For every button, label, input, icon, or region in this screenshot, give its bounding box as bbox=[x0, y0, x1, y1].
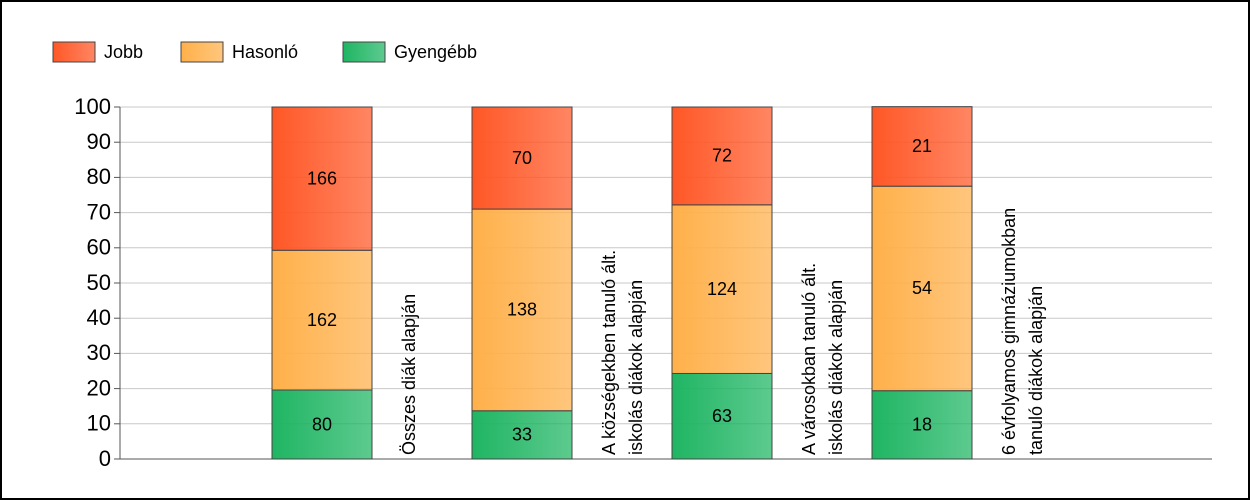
legend-label: Hasonló bbox=[232, 42, 298, 62]
bar-segment bbox=[871, 185, 973, 392]
legend-label: Jobb bbox=[104, 42, 143, 62]
legend-label: Gyengébb bbox=[394, 42, 477, 62]
y-tick-label: 80 bbox=[87, 164, 111, 189]
y-tick-label: 100 bbox=[74, 94, 111, 119]
data-label: 166 bbox=[307, 168, 337, 188]
bar-segment bbox=[271, 249, 373, 391]
bar-segment bbox=[671, 372, 773, 460]
x-category-label: A községekben tanuló ált. bbox=[599, 250, 619, 455]
legend-swatch bbox=[342, 41, 386, 63]
y-tick-label: 60 bbox=[87, 235, 111, 260]
bar-segment bbox=[671, 106, 773, 206]
y-tick-label: 40 bbox=[87, 305, 111, 330]
x-category-label: Összes diák alapján bbox=[399, 294, 419, 455]
bar-segment bbox=[871, 106, 973, 187]
bar-segment bbox=[471, 410, 573, 460]
y-tick-label: 20 bbox=[87, 375, 111, 400]
x-category-label: iskolás diákok alapján bbox=[626, 280, 646, 455]
y-tick-label: 90 bbox=[87, 129, 111, 154]
data-label: 72 bbox=[712, 146, 732, 166]
data-label: 18 bbox=[912, 415, 932, 435]
data-label: 54 bbox=[912, 278, 932, 298]
data-label: 124 bbox=[707, 279, 737, 299]
y-tick-label: 0 bbox=[99, 446, 111, 471]
bar-segment bbox=[271, 389, 373, 460]
data-label: 63 bbox=[712, 406, 732, 426]
bar-segment bbox=[271, 106, 373, 251]
bar-segment bbox=[671, 204, 773, 374]
x-category-label: A városokban tanuló ált. bbox=[799, 263, 819, 455]
y-tick-label: 70 bbox=[87, 199, 111, 224]
data-label: 33 bbox=[512, 425, 532, 445]
legend-swatch bbox=[52, 41, 96, 63]
y-tick-label: 10 bbox=[87, 411, 111, 436]
bar-segment bbox=[471, 208, 573, 412]
legend-swatch bbox=[180, 41, 224, 63]
data-label: 21 bbox=[912, 136, 932, 156]
x-category-label: 6 évfolyamos gimnáziumokban bbox=[999, 208, 1019, 455]
x-category-label: tanuló diákok alapján bbox=[1026, 286, 1046, 455]
data-label: 70 bbox=[512, 148, 532, 168]
x-category-label: iskolás diákok alapján bbox=[826, 280, 846, 455]
data-label: 80 bbox=[312, 414, 332, 434]
bar-segment bbox=[471, 106, 573, 210]
data-label: 138 bbox=[507, 300, 537, 320]
y-tick-label: 30 bbox=[87, 340, 111, 365]
data-label: 162 bbox=[307, 310, 337, 330]
y-tick-label: 50 bbox=[87, 270, 111, 295]
